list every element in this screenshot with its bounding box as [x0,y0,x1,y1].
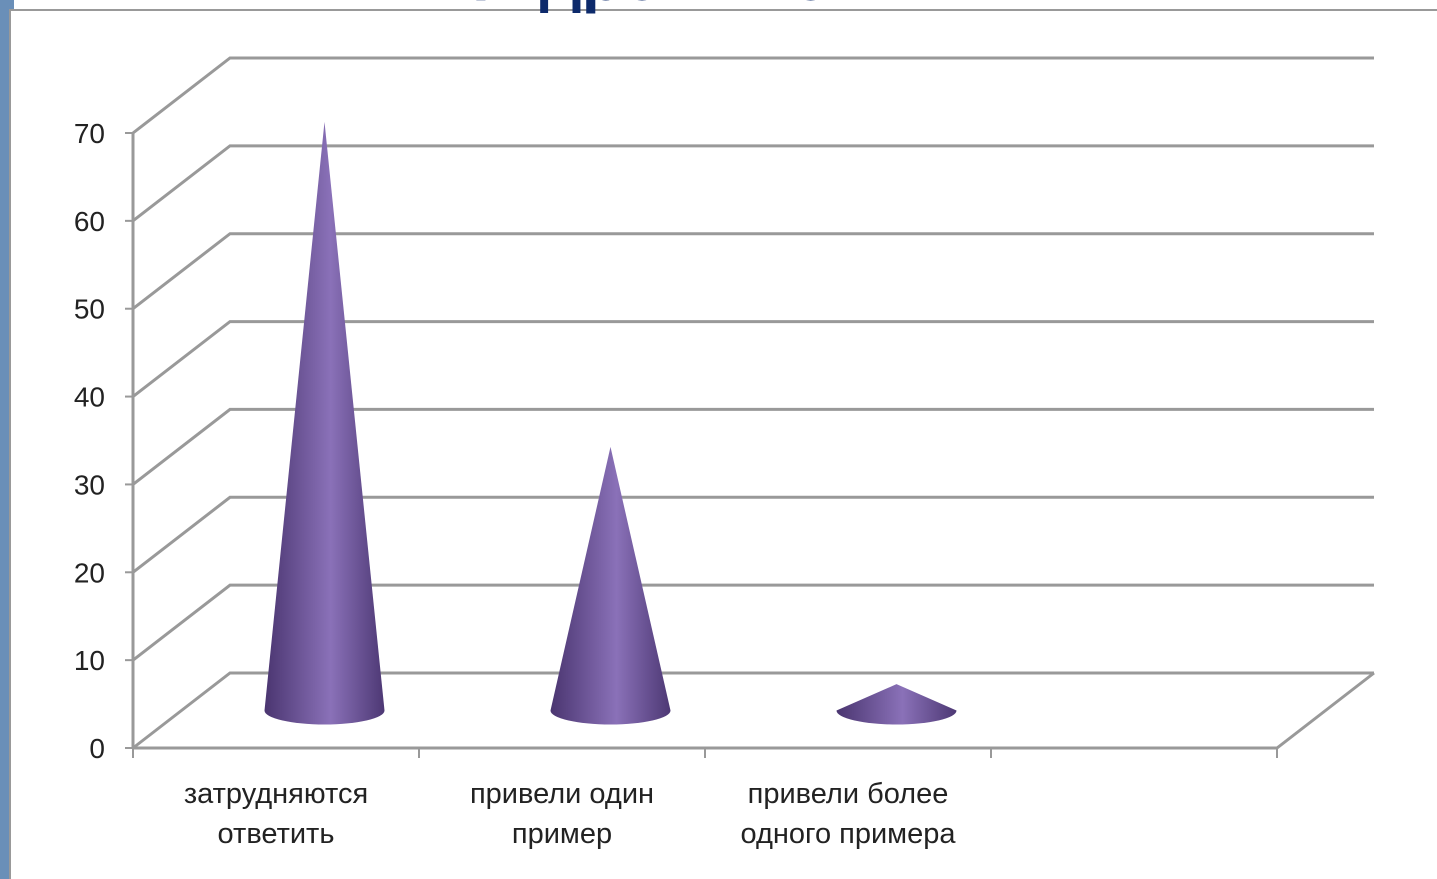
chart: гидронимов» 0 10 20 30 40 50 60 70 [0,0,1437,879]
y-tick-label: 60 [74,206,105,237]
y-tick-label: 30 [74,469,105,500]
y-tick-label: 50 [74,294,105,325]
x-tick-label: привели более одного примера [723,774,973,854]
x-tick-label: привели один пример [437,774,687,854]
y-tick-label: 40 [74,382,105,413]
page: гидронимов» 0 10 20 30 40 50 60 70 затрудняются… [0,0,1437,879]
x-tick-label: затрудняются ответить [151,774,401,854]
chart-title: гидронимов» [472,0,909,14]
y-tick-label: 10 [74,645,105,676]
y-tick-label: 0 [89,733,105,764]
y-tick-label: 20 [74,557,105,588]
y-tick-label: 70 [74,118,105,149]
